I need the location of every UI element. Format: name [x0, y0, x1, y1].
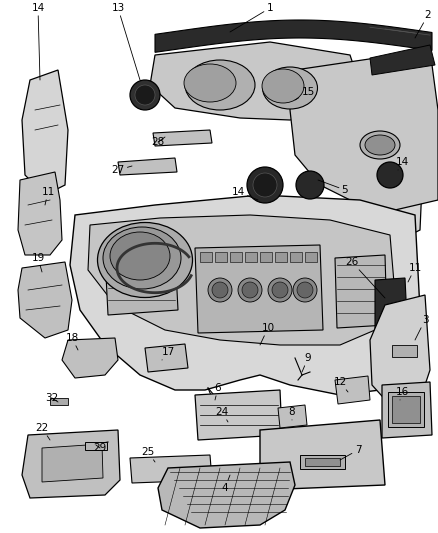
Polygon shape [18, 172, 62, 255]
Circle shape [135, 85, 155, 105]
Text: 1: 1 [230, 3, 273, 32]
Text: 32: 32 [46, 393, 59, 403]
Ellipse shape [184, 64, 236, 102]
Circle shape [247, 167, 283, 203]
Polygon shape [370, 45, 435, 75]
Text: 17: 17 [161, 347, 175, 360]
Polygon shape [195, 245, 323, 333]
Ellipse shape [262, 69, 304, 103]
Text: 15: 15 [295, 87, 314, 100]
Polygon shape [215, 252, 227, 262]
Polygon shape [22, 70, 68, 195]
Polygon shape [375, 135, 422, 240]
Text: 14: 14 [32, 3, 45, 80]
Ellipse shape [103, 227, 181, 289]
Polygon shape [105, 252, 178, 315]
Text: 7: 7 [340, 445, 361, 460]
Polygon shape [200, 252, 212, 262]
Polygon shape [70, 195, 420, 395]
Ellipse shape [98, 222, 192, 297]
Text: 25: 25 [141, 447, 155, 462]
Text: 18: 18 [65, 333, 79, 350]
Polygon shape [278, 405, 307, 428]
Circle shape [268, 278, 292, 302]
Text: 14: 14 [231, 187, 258, 200]
Text: 2: 2 [415, 10, 431, 38]
Text: 12: 12 [333, 377, 348, 392]
Bar [50, 398, 68, 405]
Text: 13: 13 [111, 3, 140, 80]
Ellipse shape [185, 60, 255, 110]
Polygon shape [130, 455, 212, 483]
Polygon shape [62, 338, 118, 378]
Text: 9: 9 [302, 353, 311, 372]
Polygon shape [150, 42, 360, 120]
Text: 8: 8 [289, 407, 295, 420]
Polygon shape [118, 158, 177, 175]
Polygon shape [195, 390, 282, 440]
Polygon shape [335, 376, 370, 404]
Polygon shape [335, 255, 387, 328]
Polygon shape [22, 430, 120, 498]
Polygon shape [42, 444, 103, 482]
Polygon shape [88, 215, 395, 345]
Ellipse shape [110, 232, 170, 280]
Polygon shape [305, 252, 317, 262]
Polygon shape [382, 382, 432, 438]
Polygon shape [18, 262, 72, 338]
Circle shape [293, 278, 317, 302]
Polygon shape [260, 252, 272, 262]
Text: 16: 16 [396, 387, 409, 400]
Text: 11: 11 [41, 187, 55, 205]
Circle shape [297, 282, 313, 298]
Text: 22: 22 [35, 423, 50, 440]
Polygon shape [245, 252, 257, 262]
Polygon shape [155, 20, 432, 52]
Text: 10: 10 [260, 323, 275, 345]
Text: 6: 6 [215, 383, 221, 400]
Ellipse shape [365, 135, 395, 155]
Circle shape [208, 278, 232, 302]
Polygon shape [260, 420, 385, 490]
Text: 11: 11 [408, 263, 422, 282]
Ellipse shape [360, 131, 400, 159]
Circle shape [212, 282, 228, 298]
Circle shape [272, 282, 288, 298]
Text: 5: 5 [318, 180, 348, 195]
Text: 27: 27 [111, 165, 132, 175]
Bar [388, 392, 424, 427]
Text: 14: 14 [396, 157, 409, 170]
Circle shape [130, 80, 160, 110]
Circle shape [242, 282, 258, 298]
Text: 19: 19 [32, 253, 45, 272]
Polygon shape [290, 50, 438, 210]
Text: 28: 28 [152, 137, 165, 147]
Bar [300, 455, 345, 469]
Polygon shape [370, 295, 430, 405]
Text: 26: 26 [346, 257, 385, 298]
Circle shape [296, 171, 324, 199]
Bar [392, 345, 417, 357]
Bar [392, 396, 420, 423]
Text: 4: 4 [222, 475, 230, 493]
Bar [85, 442, 107, 450]
Polygon shape [375, 278, 408, 342]
Ellipse shape [262, 67, 318, 109]
Circle shape [253, 173, 277, 197]
Circle shape [377, 162, 403, 188]
Polygon shape [153, 130, 212, 146]
Polygon shape [230, 252, 242, 262]
Text: 29: 29 [93, 443, 106, 453]
Text: 24: 24 [215, 407, 229, 422]
Bar [305, 458, 340, 466]
Polygon shape [145, 344, 188, 372]
Text: 3: 3 [415, 315, 428, 340]
Polygon shape [275, 252, 287, 262]
Polygon shape [290, 252, 302, 262]
Polygon shape [158, 462, 295, 528]
Circle shape [238, 278, 262, 302]
